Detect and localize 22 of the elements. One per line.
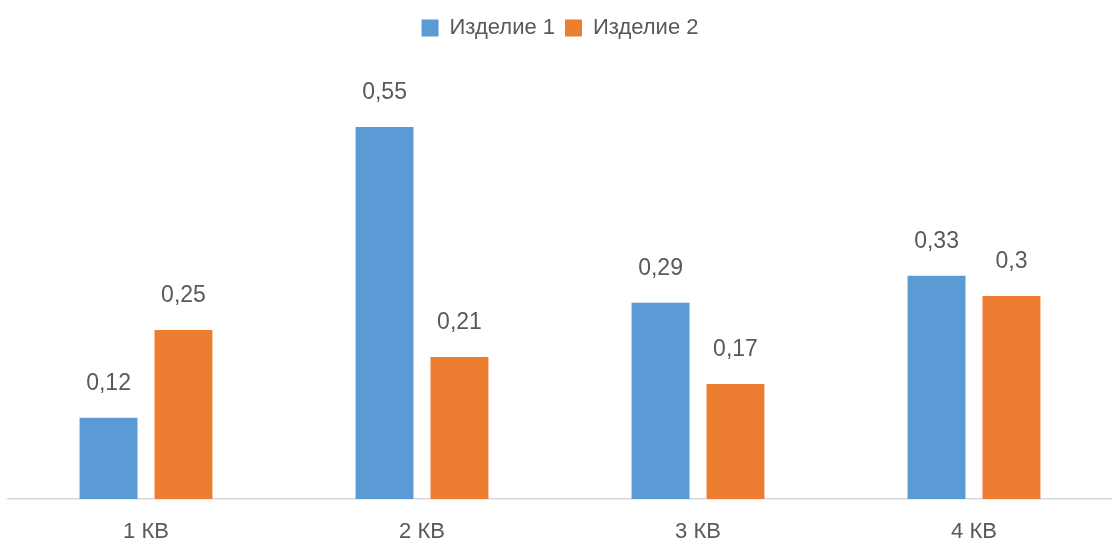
bar	[982, 296, 1041, 499]
bar	[706, 384, 765, 499]
data-label: 0,21	[437, 307, 482, 334]
bar	[430, 356, 489, 499]
bar	[154, 329, 213, 499]
x-tick-label: 3 КВ	[675, 518, 721, 544]
data-label: 0,17	[713, 335, 758, 362]
legend-label: Изделие 1	[449, 14, 555, 40]
data-label: 0,55	[362, 78, 407, 104]
data-label: 0,25	[161, 280, 206, 307]
bar	[631, 302, 690, 499]
data-label: 0,3	[995, 247, 1028, 274]
x-tick-label: 4 КВ	[951, 518, 997, 544]
bar	[355, 127, 414, 499]
data-label: 0,29	[638, 253, 683, 280]
bar	[79, 417, 138, 499]
x-tick-label: 2 КВ	[399, 518, 445, 544]
data-label: 0,12	[86, 368, 131, 395]
bar	[907, 275, 966, 499]
data-label: 0,33	[914, 226, 959, 253]
x-tick-label: 1 КВ	[123, 518, 169, 544]
legend-label: Изделие 2	[593, 14, 699, 40]
